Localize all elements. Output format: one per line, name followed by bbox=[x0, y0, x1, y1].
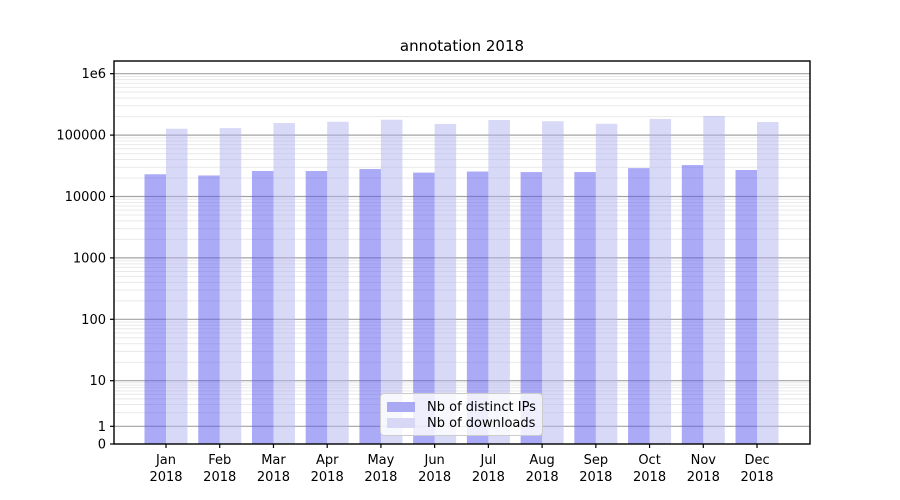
ytick-label-1e6: 1e6 bbox=[81, 67, 106, 82]
xtick-label-year-feb: 2018 bbox=[203, 470, 236, 485]
legend-swatch-downloads bbox=[387, 418, 415, 428]
xtick-label-year-oct: 2018 bbox=[633, 470, 666, 485]
xtick-label-year-jun: 2018 bbox=[418, 470, 451, 485]
bar-nb-of-distinct-ips-jan bbox=[144, 174, 166, 444]
bar-nb-of-distinct-ips-mar bbox=[251, 171, 274, 444]
xtick-label-year-dec: 2018 bbox=[740, 470, 773, 485]
bar-nb-of-distinct-ips-jun bbox=[413, 172, 435, 444]
xtick-label-year-jul: 2018 bbox=[472, 470, 505, 485]
bar-nb-of-distinct-ips-sep bbox=[574, 172, 596, 445]
ytick-label-1: 1 bbox=[98, 420, 106, 435]
xtick-label-year-jan: 2018 bbox=[149, 470, 182, 485]
ytick-label-0: 0 bbox=[98, 438, 106, 453]
bar-nb-of-distinct-ips-may bbox=[359, 169, 381, 444]
xtick-label-month-nov: Nov bbox=[691, 453, 717, 468]
bar-nb-of-distinct-ips-aug bbox=[520, 172, 543, 445]
bar-nb-of-downloads-aug bbox=[542, 121, 564, 445]
xtick-label-month-jan: Jan bbox=[155, 453, 176, 468]
bar-nb-of-downloads-dec bbox=[757, 122, 779, 444]
xtick-label-month-jun: Jun bbox=[423, 453, 444, 468]
bar-nb-of-downloads-jun bbox=[434, 123, 457, 444]
bar-nb-of-downloads-jan bbox=[166, 128, 188, 445]
legend-swatch-distinct-ips bbox=[387, 402, 415, 412]
bar-nb-of-distinct-ips-apr bbox=[305, 171, 328, 444]
xtick-label-month-mar: Mar bbox=[261, 453, 286, 468]
xtick-label-year-aug: 2018 bbox=[526, 470, 559, 485]
bar-nb-of-downloads-mar bbox=[273, 123, 295, 444]
bar-nb-of-distinct-ips-feb bbox=[198, 175, 220, 444]
xtick-label-month-dec: Dec bbox=[744, 453, 769, 468]
xtick-label-year-sep: 2018 bbox=[579, 470, 612, 485]
bar-nb-of-downloads-oct bbox=[649, 118, 672, 444]
bar-nb-of-downloads-apr bbox=[327, 121, 349, 444]
xtick-label-year-apr: 2018 bbox=[311, 470, 344, 485]
xtick-label-month-may: May bbox=[367, 453, 394, 468]
bar-nb-of-downloads-sep bbox=[595, 123, 618, 444]
xtick-label-month-sep: Sep bbox=[584, 453, 609, 468]
xtick-label-month-feb: Feb bbox=[208, 453, 231, 468]
xtick-label-month-oct: Oct bbox=[638, 453, 660, 468]
legend-label-downloads: Nb of downloads bbox=[427, 415, 536, 431]
bar-nb-of-downloads-may bbox=[380, 119, 403, 444]
xtick-label-year-nov: 2018 bbox=[687, 470, 720, 485]
xtick-label-year-mar: 2018 bbox=[257, 470, 290, 485]
axes-frame bbox=[113, 60, 811, 445]
bar-nb-of-downloads-nov bbox=[703, 115, 725, 444]
bar-nb-of-distinct-ips-nov bbox=[681, 165, 704, 444]
ytick-label-100000: 100000 bbox=[56, 129, 106, 144]
ytick-label-100: 100 bbox=[81, 313, 106, 328]
bar-nb-of-downloads-jul bbox=[488, 120, 510, 445]
bar-nb-of-downloads-feb bbox=[219, 128, 242, 444]
legend: Nb of distinct IPs Nb of downloads bbox=[380, 393, 543, 436]
legend-label-distinct-ips: Nb of distinct IPs bbox=[427, 399, 536, 415]
xtick-label-month-apr: Apr bbox=[316, 453, 339, 468]
chart-title: annotation 2018 bbox=[399, 37, 525, 55]
bar-nb-of-distinct-ips-dec bbox=[735, 170, 758, 444]
bar-nb-of-distinct-ips-jul bbox=[466, 171, 489, 444]
xtick-label-month-aug: Aug bbox=[529, 453, 554, 468]
xtick-label-month-jul: Jul bbox=[480, 453, 497, 468]
bar-nb-of-distinct-ips-oct bbox=[628, 168, 650, 444]
legend-item-distinct-ips: Nb of distinct IPs bbox=[387, 399, 536, 415]
xtick-label-year-may: 2018 bbox=[364, 470, 397, 485]
ytick-label-10: 10 bbox=[89, 374, 106, 389]
ytick-label-10000: 10000 bbox=[65, 190, 106, 205]
ytick-label-1000: 1000 bbox=[73, 251, 106, 266]
legend-item-downloads: Nb of downloads bbox=[387, 415, 536, 431]
